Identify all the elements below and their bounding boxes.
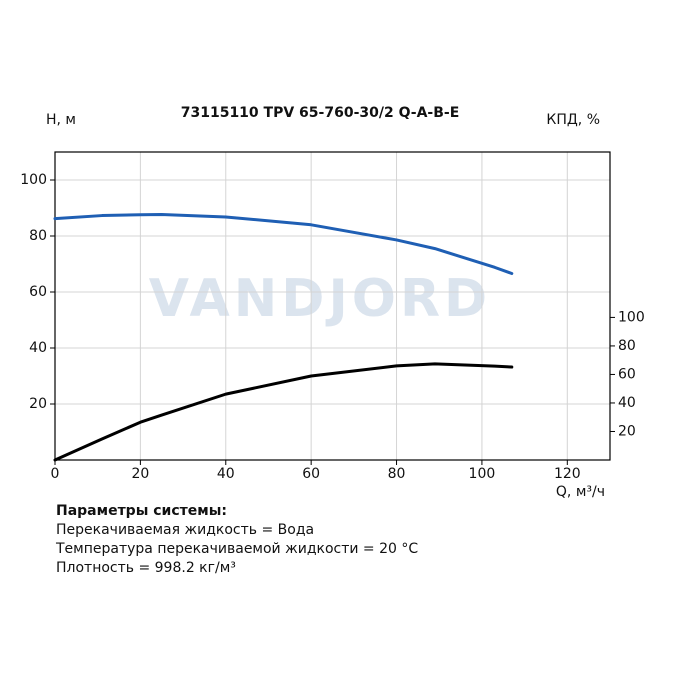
y2-tick-label: 20 [618,423,636,439]
y2-tick-label: 80 [618,338,636,354]
y2-tick-label: 100 [618,309,645,325]
x-tick-label: 60 [302,466,320,482]
x-tick-label: 100 [469,466,496,482]
y2-tick-label: 60 [618,366,636,382]
x-tick-label: 40 [217,466,235,482]
curve [53,212,514,276]
system-line: Перекачиваемая жидкость = Вода [56,522,314,538]
x-tick-label: 20 [131,466,149,482]
system-line: Плотность = 998.2 кг/м³ [56,560,236,576]
y-tick-label: 20 [29,396,47,412]
y2-tick-label: 40 [618,395,636,411]
plot-frame [54,151,611,461]
y-tick-label: 60 [29,284,47,300]
y-axis-label: H, м [46,112,76,128]
chart-title: 73115110 TPV 65-760-30/2 Q-A-B-E [181,105,460,121]
x-tick-label: 0 [51,466,60,482]
y2-axis-label: КПД, % [546,112,600,128]
watermark: VANDJORD [149,269,491,329]
y-tick-label: 100 [20,172,47,188]
system-line: Температура перекачиваемой жидкости = 20… [55,541,418,557]
system-heading: Параметры системы: [56,503,227,519]
y-tick-label: 80 [29,228,47,244]
x-axis-label: Q, м³/ч [556,484,605,500]
x-tick-label: 80 [388,466,406,482]
x-tick-label: 120 [554,466,581,482]
curve [53,362,514,462]
y-tick-label: 40 [29,340,47,356]
